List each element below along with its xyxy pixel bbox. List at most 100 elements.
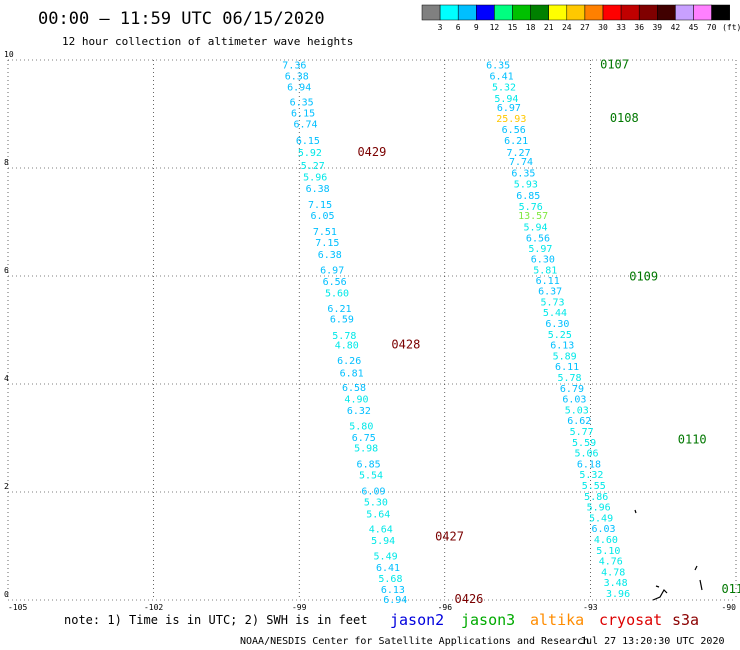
wave-height-value: 7.36 [282, 60, 306, 71]
chart-title: 00:00 – 11:59 UTC 06/15/2020 [38, 9, 325, 29]
colorbar-swatch [711, 4, 730, 21]
footer-note: note: 1) Time is in UTC; 2) SWH is in fe… [64, 613, 367, 627]
pass-label: 0428 [391, 338, 420, 352]
satellite-s3a: s3a [672, 611, 699, 629]
wave-height-value: 5.54 [359, 471, 383, 482]
wave-height-value: 5.59 [572, 438, 596, 449]
wave-height-value: 6.03 [562, 395, 586, 406]
wave-height-value: 5.10 [596, 546, 620, 557]
coastline-segment [652, 589, 668, 601]
colorbar-swatch [439, 4, 459, 21]
pass-label: 0107 [600, 57, 629, 71]
coastline-segment [655, 585, 660, 588]
colorbar-tick-label: 45 [689, 23, 699, 32]
wave-height-value: 5.97 [528, 244, 552, 255]
wave-height-value: 25.93 [496, 114, 526, 125]
x-tick-label: -102 [144, 603, 163, 612]
colorbar-legend: 3 6 9 12 15 18 21 24 27 30 33 36 39 42 45 70 (ft) [421, 4, 740, 32]
wave-height-value: 5.55 [582, 481, 606, 492]
wave-height-value: 6.56 [502, 125, 526, 136]
wave-height-value: 6.30 [531, 255, 555, 266]
colorbar-swatch [584, 4, 604, 21]
wave-height-value: 6.15 [296, 136, 320, 147]
wave-height-value: 6.41 [376, 563, 400, 574]
y-axis-ticks: 0 2 4 6 8 10 [4, 50, 14, 599]
wave-height-value: 6.81 [340, 369, 364, 380]
y-tick-label: 6 [4, 266, 9, 275]
wave-height-value: 6.74 [293, 120, 317, 131]
satellite-legend: jason2 jason3 altika cryosat s3a [390, 611, 699, 629]
wave-height-value: 7.74 [509, 157, 533, 168]
wave-height-value: 6.26 [337, 356, 361, 367]
wave-height-value: 6.38 [306, 184, 330, 195]
wave-height-value: 6.94 [383, 595, 407, 606]
wave-height-value: 6.41 [490, 72, 514, 83]
colorbar-swatch [421, 4, 441, 21]
wave-height-value: 13.57 [518, 211, 548, 222]
wave-height-value: 6.79 [560, 384, 584, 395]
colorbar-swatch [457, 4, 477, 21]
colorbar-tick-label: 18 [526, 23, 536, 32]
y-tick-label: 8 [4, 158, 9, 167]
pass-labels: 0107 0108 0109 0110 0111 0429 0428 0427 0426 [357, 57, 740, 606]
wave-height-value: 5.27 [301, 161, 325, 172]
wave-height-value: 4.64 [369, 525, 393, 536]
colorbar-tick-label: 33 [616, 23, 626, 32]
wave-height-value: 5.94 [524, 222, 548, 233]
wave-height-value: 5.49 [374, 552, 398, 563]
wave-height-value: 3.96 [606, 589, 630, 600]
wave-height-value: 6.85 [357, 459, 381, 470]
wave-height-value: 5.60 [325, 289, 349, 300]
chart-subtitle: 12 hour collection of altimeter wave hei… [62, 35, 353, 48]
wave-height-value: 5.68 [378, 574, 402, 585]
wave-height-value: 5.78 [332, 331, 356, 342]
wave-height-value: 6.75 [352, 433, 376, 444]
wave-height-value: 6.21 [504, 136, 528, 147]
y-tick-label: 0 [4, 590, 9, 599]
wave-height-value: 6.62 [567, 416, 591, 427]
x-tick-label: -93 [583, 603, 598, 612]
wave-height-value: 5.32 [492, 82, 516, 93]
wave-height-value: 6.38 [318, 250, 342, 261]
wave-height-value: 4.76 [599, 557, 623, 568]
wave-height-value: 6.59 [330, 315, 354, 326]
colorbar-swatch [602, 4, 622, 21]
pass-label: 0111 [721, 582, 740, 596]
wave-height-value: 5.64 [366, 510, 390, 521]
colorbar-tick-label: 21 [544, 23, 554, 32]
colorbar-swatch [530, 4, 549, 21]
wave-height-value: 7.15 [315, 238, 339, 249]
wave-height-value: 5.81 [533, 266, 557, 277]
wave-height-value: 6.97 [320, 266, 344, 277]
colorbar-tick-label: 39 [652, 23, 662, 32]
satellite-jason2: jason2 [390, 611, 444, 629]
wave-height-value: 6.35 [511, 168, 535, 179]
wave-height-value: 6.21 [327, 304, 351, 315]
wave-height-value: 5.92 [298, 148, 322, 159]
y-tick-label: 10 [4, 50, 14, 59]
wave-height-value: 4.80 [335, 341, 359, 352]
wave-height-value: 6.03 [591, 524, 615, 535]
wave-height-value: 5.98 [354, 444, 378, 455]
colorbar-tick-label: 36 [634, 23, 644, 32]
x-tick-label: -96 [438, 603, 453, 612]
colorbar-tick-label: 6 [456, 23, 461, 32]
wave-height-value: 6.37 [538, 287, 562, 298]
pass-label: 0108 [610, 111, 639, 125]
wave-height-value: 5.93 [514, 180, 538, 191]
wave-height-value: 6.09 [361, 486, 385, 497]
footer-credit: NOAA/NESDIS Center for Satellite Applica… [240, 636, 589, 647]
wave-height-value: 7.27 [507, 148, 531, 159]
colorbar-swatch [566, 4, 586, 21]
x-tick-label: -105 [8, 603, 27, 612]
wave-height-value: 5.25 [548, 330, 572, 341]
wave-height-value: 5.78 [557, 373, 581, 384]
colorbar-tick-label: 42 [671, 23, 681, 32]
y-tick-label: 4 [4, 374, 9, 383]
footer-timestamp: Jul 27 13:20:30 UTC 2020 [580, 636, 725, 647]
wave-height-value: 5.94 [371, 536, 395, 547]
colorbar-swatch [494, 4, 513, 21]
colorbar-swatch [476, 4, 495, 21]
pass-label: 0109 [629, 270, 658, 284]
